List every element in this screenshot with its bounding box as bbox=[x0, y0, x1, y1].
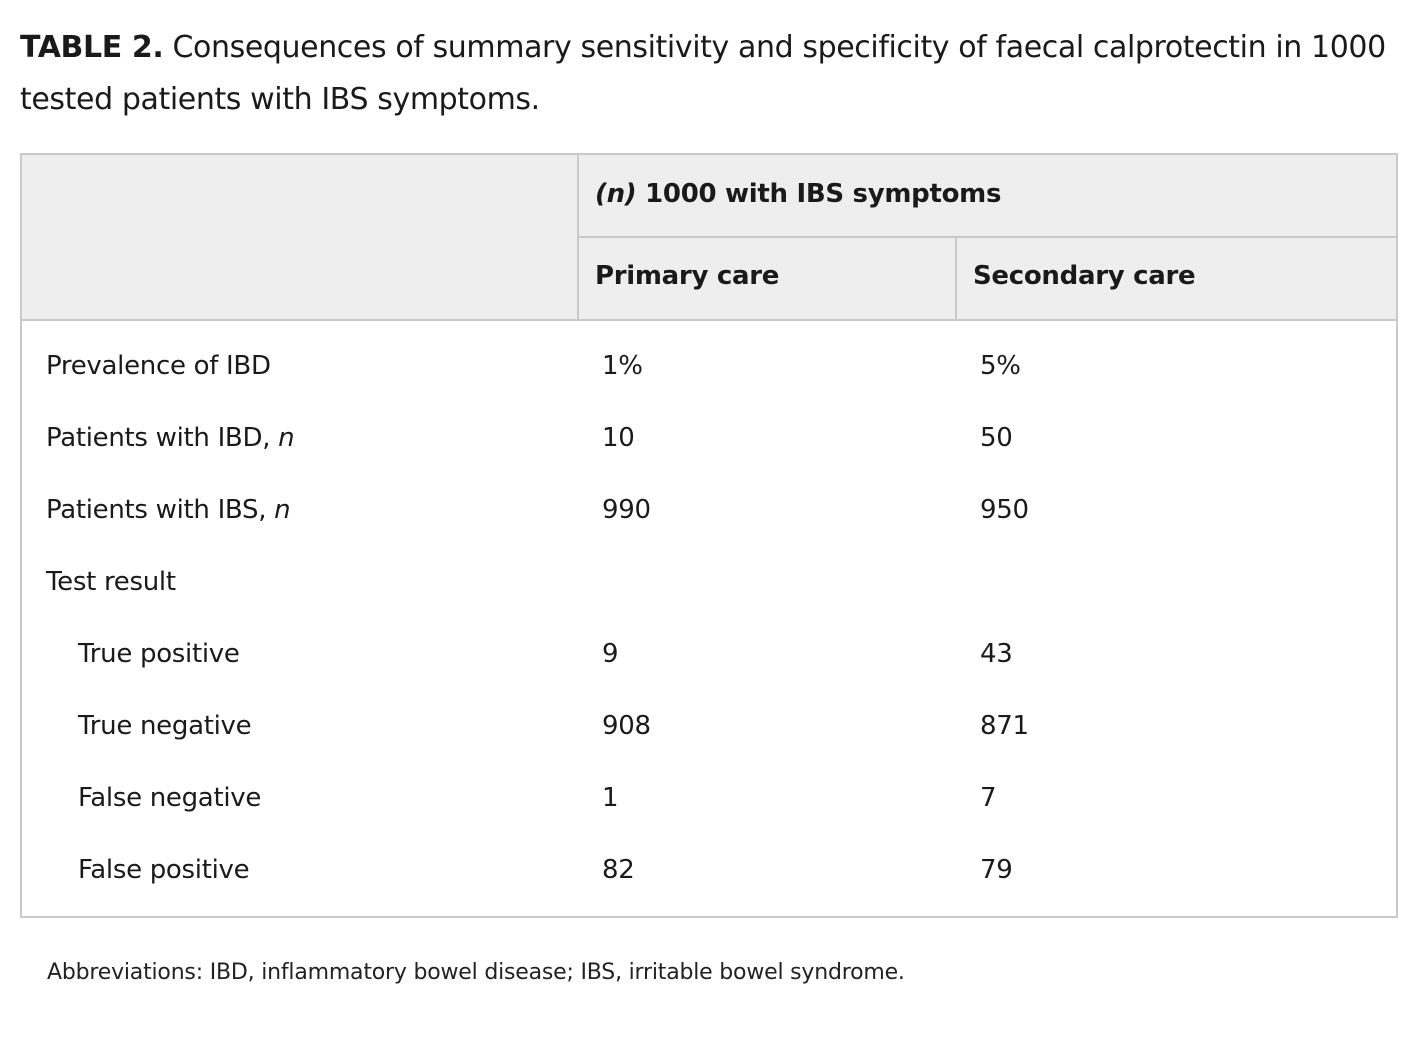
cell-secondary-care: 950 bbox=[980, 495, 1029, 525]
row-label-text: Patients with IBS, bbox=[46, 495, 275, 525]
table-row: False negative 1 7 bbox=[22, 783, 1396, 855]
table-caption-label: TABLE 2. bbox=[20, 30, 164, 65]
row-label: Prevalence of IBD bbox=[46, 351, 271, 381]
header-divider bbox=[579, 236, 1396, 238]
table-row: Test result bbox=[22, 567, 1396, 639]
row-label: Patients with IBS, n bbox=[46, 495, 291, 525]
table-row: True negative 908 871 bbox=[22, 711, 1396, 783]
n-symbol: (n) bbox=[595, 179, 637, 209]
cell-secondary-care: 50 bbox=[980, 423, 1013, 453]
cell-primary-care: 908 bbox=[602, 711, 651, 741]
row-label-text: False positive bbox=[78, 855, 250, 885]
column-header-secondary-care: Secondary care bbox=[973, 261, 1196, 291]
data-table: (n) 1000 with IBS symptoms Primary care … bbox=[20, 153, 1398, 918]
row-label-text: Prevalence of IBD bbox=[46, 351, 271, 381]
row-label: False positive bbox=[78, 855, 250, 885]
cell-secondary-care: 43 bbox=[980, 639, 1013, 669]
cell-secondary-care: 871 bbox=[980, 711, 1029, 741]
cell-primary-care: 1% bbox=[602, 351, 643, 381]
row-label: True positive bbox=[78, 639, 240, 669]
row-label-text: True negative bbox=[78, 711, 252, 741]
header-divider bbox=[955, 237, 957, 319]
cell-secondary-care: 79 bbox=[980, 855, 1013, 885]
cell-secondary-care: 5% bbox=[980, 351, 1021, 381]
n-symbol: n bbox=[278, 423, 295, 453]
n-symbol: n bbox=[274, 495, 291, 525]
table-caption-text: Consequences of summary sensitivity and … bbox=[20, 30, 1386, 117]
table-row: Patients with IBS, n 990 950 bbox=[22, 495, 1396, 567]
cell-primary-care: 82 bbox=[602, 855, 635, 885]
table-row: True positive 9 43 bbox=[22, 639, 1396, 711]
row-label-text: Patients with IBD, bbox=[46, 423, 279, 453]
row-label-text: True positive bbox=[78, 639, 240, 669]
row-label: Patients with IBD, n bbox=[46, 423, 295, 453]
cell-primary-care: 990 bbox=[602, 495, 651, 525]
row-label-text: False negative bbox=[78, 783, 262, 813]
row-label-text: Test result bbox=[46, 567, 176, 597]
row-label: True negative bbox=[78, 711, 252, 741]
cell-secondary-care: 7 bbox=[980, 783, 997, 813]
cell-primary-care: 9 bbox=[602, 639, 619, 669]
column-group-header: (n) 1000 with IBS symptoms bbox=[595, 179, 1001, 209]
table-row: Prevalence of IBD 1% 5% bbox=[22, 351, 1396, 423]
cell-primary-care: 1 bbox=[602, 783, 619, 813]
column-group-header-text: 1000 with IBS symptoms bbox=[636, 179, 1002, 209]
table-header: (n) 1000 with IBS symptoms Primary care … bbox=[22, 155, 1396, 321]
header-divider bbox=[577, 155, 579, 319]
row-label: False negative bbox=[78, 783, 261, 813]
cell-primary-care: 10 bbox=[602, 423, 635, 453]
row-label: Test result bbox=[46, 567, 176, 597]
table-caption: TABLE 2. Consequences of summary sensiti… bbox=[20, 22, 1400, 126]
column-header-primary-care: Primary care bbox=[595, 261, 780, 291]
table-row: False positive 82 79 bbox=[22, 855, 1396, 927]
table-row: Patients with IBD, n 10 50 bbox=[22, 423, 1396, 495]
table-footnote: Abbreviations: IBD, inflammatory bowel d… bbox=[47, 960, 905, 985]
